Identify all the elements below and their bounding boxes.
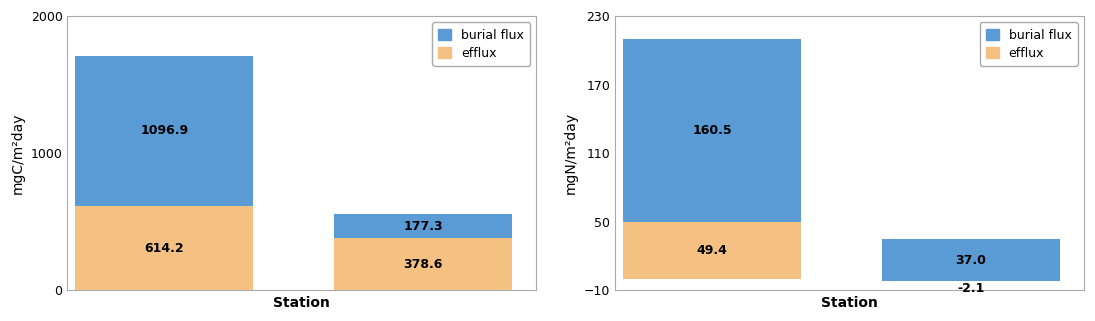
Bar — [881, 239, 1060, 281]
X-axis label: Station: Station — [821, 296, 878, 310]
Text: 1096.9: 1096.9 — [140, 125, 188, 137]
Text: 378.6: 378.6 — [403, 258, 442, 271]
Text: 49.4: 49.4 — [696, 244, 727, 257]
Bar — [76, 56, 253, 206]
X-axis label: Station: Station — [274, 296, 331, 310]
Bar — [623, 39, 800, 222]
Legend: burial flux, efflux: burial flux, efflux — [433, 22, 530, 66]
Text: 614.2: 614.2 — [145, 242, 184, 255]
Bar — [334, 214, 512, 239]
Text: 37.0: 37.0 — [955, 254, 987, 267]
Bar — [623, 222, 800, 279]
Bar — [76, 206, 253, 290]
Legend: burial flux, efflux: burial flux, efflux — [980, 22, 1077, 66]
Y-axis label: mgN/m²day: mgN/m²day — [564, 112, 578, 194]
Bar — [334, 239, 512, 290]
Y-axis label: mgC/m²day: mgC/m²day — [11, 112, 25, 194]
Text: -2.1: -2.1 — [957, 282, 984, 295]
Text: 160.5: 160.5 — [692, 124, 731, 137]
Text: 177.3: 177.3 — [403, 220, 443, 233]
